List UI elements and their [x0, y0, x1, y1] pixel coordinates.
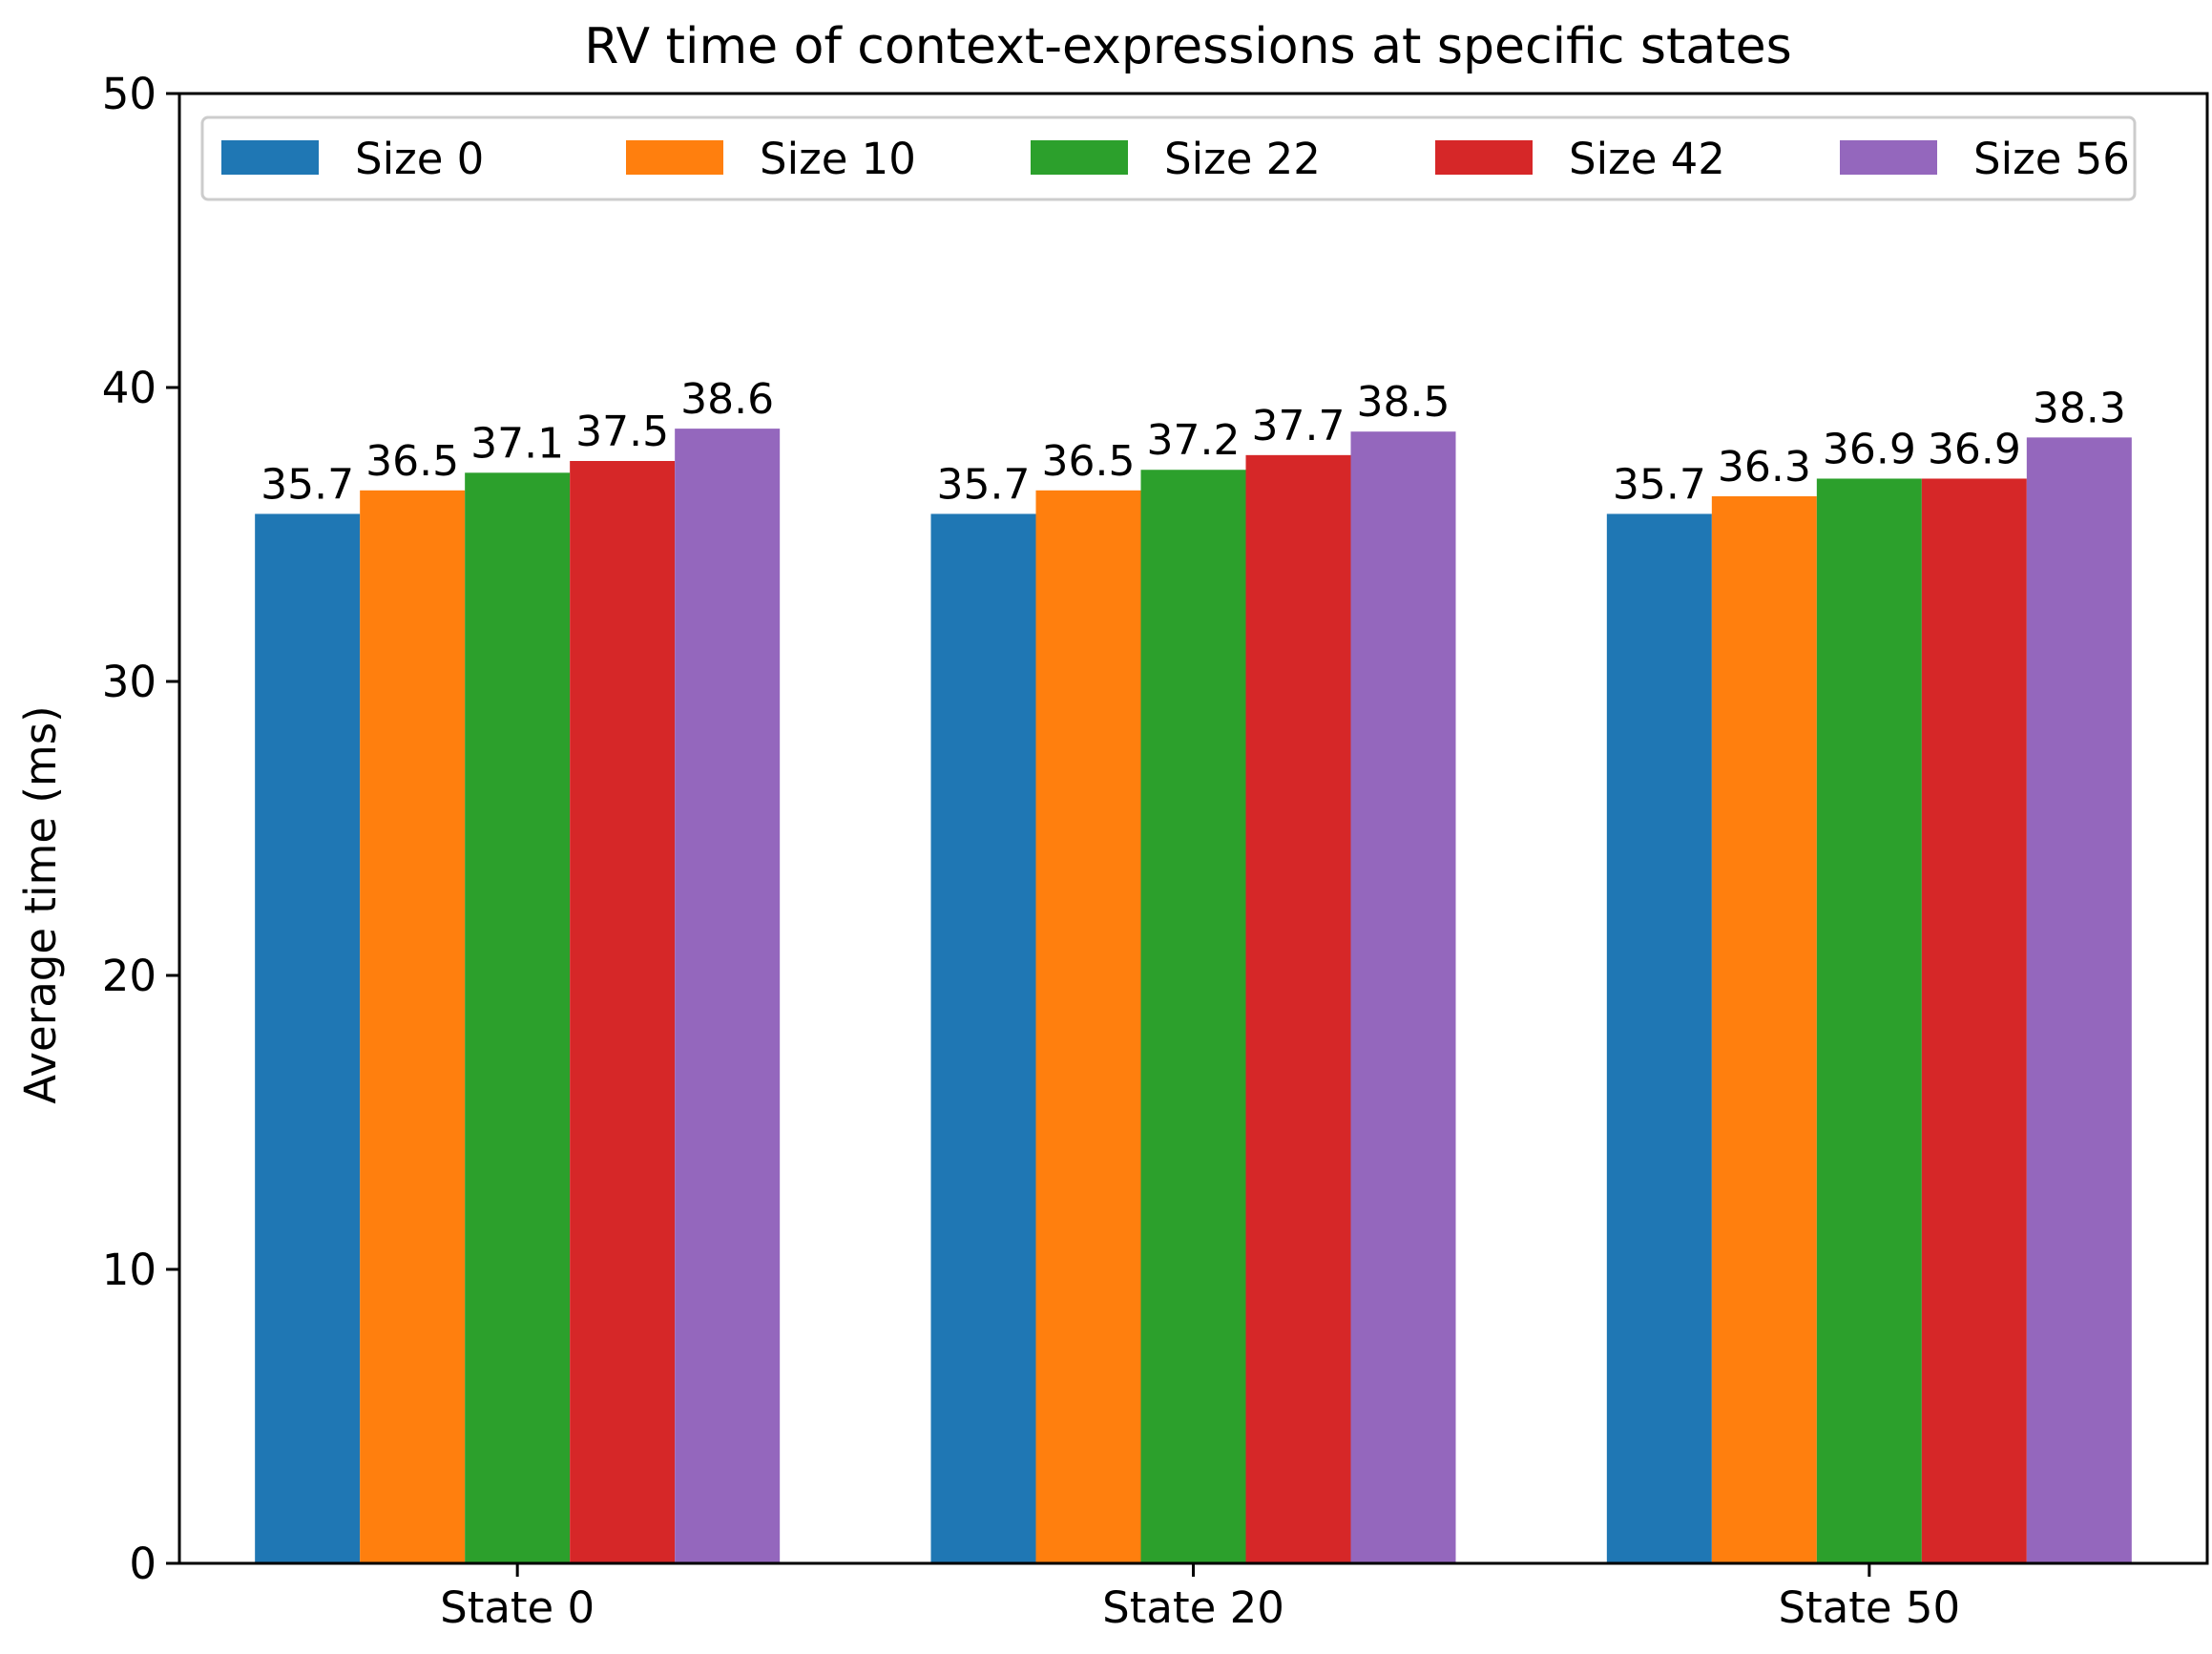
legend-entry-label: Size 42 [1569, 134, 1725, 184]
bar [930, 513, 1036, 1564]
plot-frame [177, 92, 2209, 1565]
bar [1245, 454, 1351, 1564]
x-tick-label: State 50 [1778, 1582, 1960, 1633]
bar-value-label: 38.3 [2033, 384, 2126, 432]
bar [255, 513, 361, 1564]
bar-value-label: 36.9 [1823, 425, 1916, 473]
legend-entry-label: Size 22 [1164, 134, 1321, 184]
bar [1350, 431, 1456, 1564]
bar [675, 429, 781, 1563]
bar-value-label: 36.5 [365, 437, 459, 486]
bar [1035, 490, 1141, 1563]
legend: Size 0 Size 10 Size 22 Size 42 Size 56 [200, 115, 2137, 201]
bar-value-label: 36.3 [1718, 443, 1811, 492]
bar [360, 490, 466, 1563]
bar-value-label: 37.1 [470, 419, 564, 468]
bar [1606, 513, 1712, 1564]
legend-entry-label: Size 56 [1973, 134, 2130, 184]
legend-box [200, 115, 2137, 201]
bar [1140, 470, 1246, 1563]
bar-value-label: 36.9 [1928, 425, 2021, 473]
y-tick-label: 0 [129, 1539, 157, 1589]
legend-swatch [1031, 140, 1128, 175]
y-tick-label: 20 [102, 951, 157, 1001]
legend-swatch [221, 140, 319, 175]
x-tick-label: State 0 [440, 1582, 595, 1633]
y-tick-label: 50 [102, 69, 157, 119]
bar-value-label: 37.2 [1147, 416, 1241, 465]
legend-entry-label: Size 0 [355, 134, 484, 184]
y-axis-label: Average time (ms) [15, 705, 66, 1103]
bar [1921, 478, 2027, 1564]
legend-swatch [1840, 140, 1937, 175]
y-tick-label: 10 [102, 1245, 157, 1295]
legend-entry-label: Size 10 [760, 134, 916, 184]
bar-value-label: 38.5 [1357, 378, 1450, 427]
chart-title: RV time of context-expressions at specif… [584, 18, 1792, 75]
legend-swatch [626, 140, 723, 175]
legend-swatch [1435, 140, 1533, 175]
bar-value-label: 37.5 [575, 408, 669, 456]
x-tick-label: State 20 [1102, 1582, 1284, 1633]
bar [570, 461, 676, 1563]
y-tick-label: 30 [102, 657, 157, 707]
bar-value-label: 38.6 [680, 375, 774, 424]
bar [465, 472, 571, 1563]
bar-value-label: 35.7 [261, 460, 354, 509]
bar-value-label: 35.7 [937, 460, 1031, 509]
bar [1711, 495, 1817, 1564]
y-tick-label: 40 [102, 363, 157, 413]
bar-value-label: 35.7 [1613, 460, 1706, 509]
bar [1816, 478, 1922, 1564]
bar-value-label: 37.7 [1252, 402, 1346, 450]
bar [2026, 437, 2132, 1563]
bar-value-label: 36.5 [1042, 437, 1136, 486]
